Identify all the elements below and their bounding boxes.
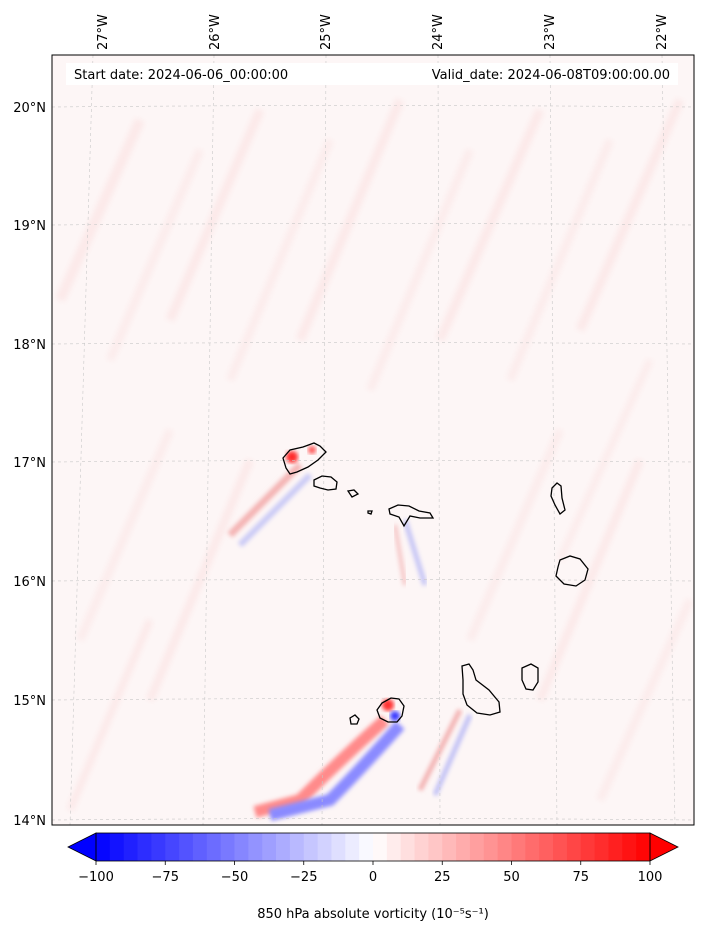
colorbar-cell — [289, 833, 305, 861]
colorbar-cell — [636, 833, 651, 861]
colorbar-cell — [137, 833, 152, 861]
lon-label: 22°W — [655, 14, 670, 50]
latitude-labels: 20°N 19°N 18°N 17°N 16°N 15°N 14°N — [13, 101, 46, 829]
colorbar-cell — [483, 833, 499, 861]
colorbar-cell — [580, 833, 596, 861]
lat-label: 19°N — [13, 219, 46, 234]
colorbar-cell — [192, 833, 208, 861]
colorbar-cell — [511, 833, 526, 861]
colorbar-tick-label: 0 — [369, 870, 377, 885]
colorbar-min-extend-arrow — [67, 832, 97, 862]
island-maio — [521, 663, 539, 691]
colorbar-tick-label: 100 — [638, 870, 663, 885]
colorbar-cell — [234, 833, 249, 861]
lat-label: 14°N — [13, 814, 46, 829]
lat-label: 17°N — [13, 456, 46, 471]
valid-date-label: Valid_date: 2024-06-08T09:00:00.00 — [432, 68, 670, 83]
island-fogo — [376, 697, 405, 723]
colorbar-tick-label: −100 — [78, 870, 114, 885]
island-santa-luzia — [346, 489, 360, 498]
colorbar-tick-label: 25 — [434, 870, 451, 885]
date-label-box — [66, 63, 678, 85]
colorbar-max-extend-arrow — [649, 832, 679, 862]
colorbar-cell — [331, 833, 346, 861]
island-brava — [349, 714, 360, 725]
island-boa-vista — [555, 555, 589, 587]
colorbar-cell — [317, 833, 333, 861]
island-wake-features — [227, 446, 473, 821]
map-frame — [51, 54, 695, 826]
colorbar-cell — [96, 833, 111, 861]
coastlines — [282, 442, 589, 725]
colorbar-cell — [359, 833, 374, 861]
colorbar-cell — [497, 833, 513, 861]
island-sao-nicolau — [388, 504, 435, 528]
colorbar: −100 −75 −50 −25 0 25 50 75 100 850 hPa absolute… — [67, 832, 679, 922]
colorbar-cell — [220, 833, 236, 861]
lon-label: 24°W — [431, 14, 446, 50]
colorbar-cell — [525, 833, 540, 861]
island-santiago — [461, 663, 501, 716]
colorbar-cell — [622, 833, 637, 861]
colorbar-cell — [303, 833, 319, 861]
colorbar-cell — [566, 833, 582, 861]
island-santo-antao — [282, 442, 327, 475]
lon-label: 23°W — [543, 14, 558, 50]
background-vorticity-streaks — [55, 98, 694, 812]
colorbar-cell — [165, 833, 180, 861]
start-date-label: Start date: 2024-06-06_00:00:00 — [74, 68, 288, 83]
lon-label: 27°W — [96, 14, 111, 50]
colorbar-cell — [539, 833, 554, 861]
colorbar-cell — [442, 833, 457, 861]
colorbar-cell — [276, 833, 291, 861]
colorbar-cell — [123, 833, 139, 861]
colorbar-ticks: −100 −75 −50 −25 0 25 50 75 100 — [78, 861, 662, 885]
lon-label: 26°W — [208, 14, 223, 50]
colorbar-cell — [179, 833, 194, 861]
longitude-labels: 27°W 26°W 25°W 24°W 23°W 22°W — [96, 14, 670, 50]
colorbar-cell — [414, 833, 429, 861]
colorbar-cell — [469, 833, 485, 861]
colorbar-tick-label: 50 — [503, 870, 520, 885]
island-sal — [550, 482, 566, 515]
colorbar-tick-label: −50 — [221, 870, 248, 885]
lon-label: 25°W — [319, 14, 334, 50]
island-branco — [367, 510, 373, 515]
lat-label: 20°N — [13, 101, 46, 116]
colorbar-cell — [206, 833, 222, 861]
lat-label: 18°N — [13, 338, 46, 353]
colorbar-cell — [553, 833, 568, 861]
colorbar-cell — [400, 833, 416, 861]
colorbar-cell — [345, 833, 360, 861]
colorbar-cell — [151, 833, 166, 861]
colorbar-tick-label: −25 — [290, 870, 317, 885]
map-panel: Start date: 2024-06-06_00:00:00 Valid_da… — [52, 55, 694, 825]
colorbar-tick-label: 75 — [572, 870, 589, 885]
colorbar-cell — [428, 833, 443, 861]
colorbar-cell — [262, 833, 277, 861]
map-background — [52, 55, 694, 825]
colorbar-cell — [456, 833, 471, 861]
colorbar-cells — [96, 833, 651, 861]
island-sao-vicente — [313, 475, 338, 491]
colorbar-cell — [248, 833, 263, 861]
colorbar-cell — [386, 833, 402, 861]
lat-label: 15°N — [13, 694, 46, 709]
colorbar-cell — [594, 833, 610, 861]
colorbar-cell — [608, 833, 623, 861]
lat-label: 16°N — [13, 575, 46, 590]
gridlines — [52, 55, 694, 825]
colorbar-cell — [109, 833, 125, 861]
colorbar-tick-label: −75 — [152, 870, 179, 885]
colorbar-label: 850 hPa absolute vorticity (10⁻⁵s⁻¹) — [257, 907, 489, 922]
colorbar-cell — [373, 833, 388, 861]
